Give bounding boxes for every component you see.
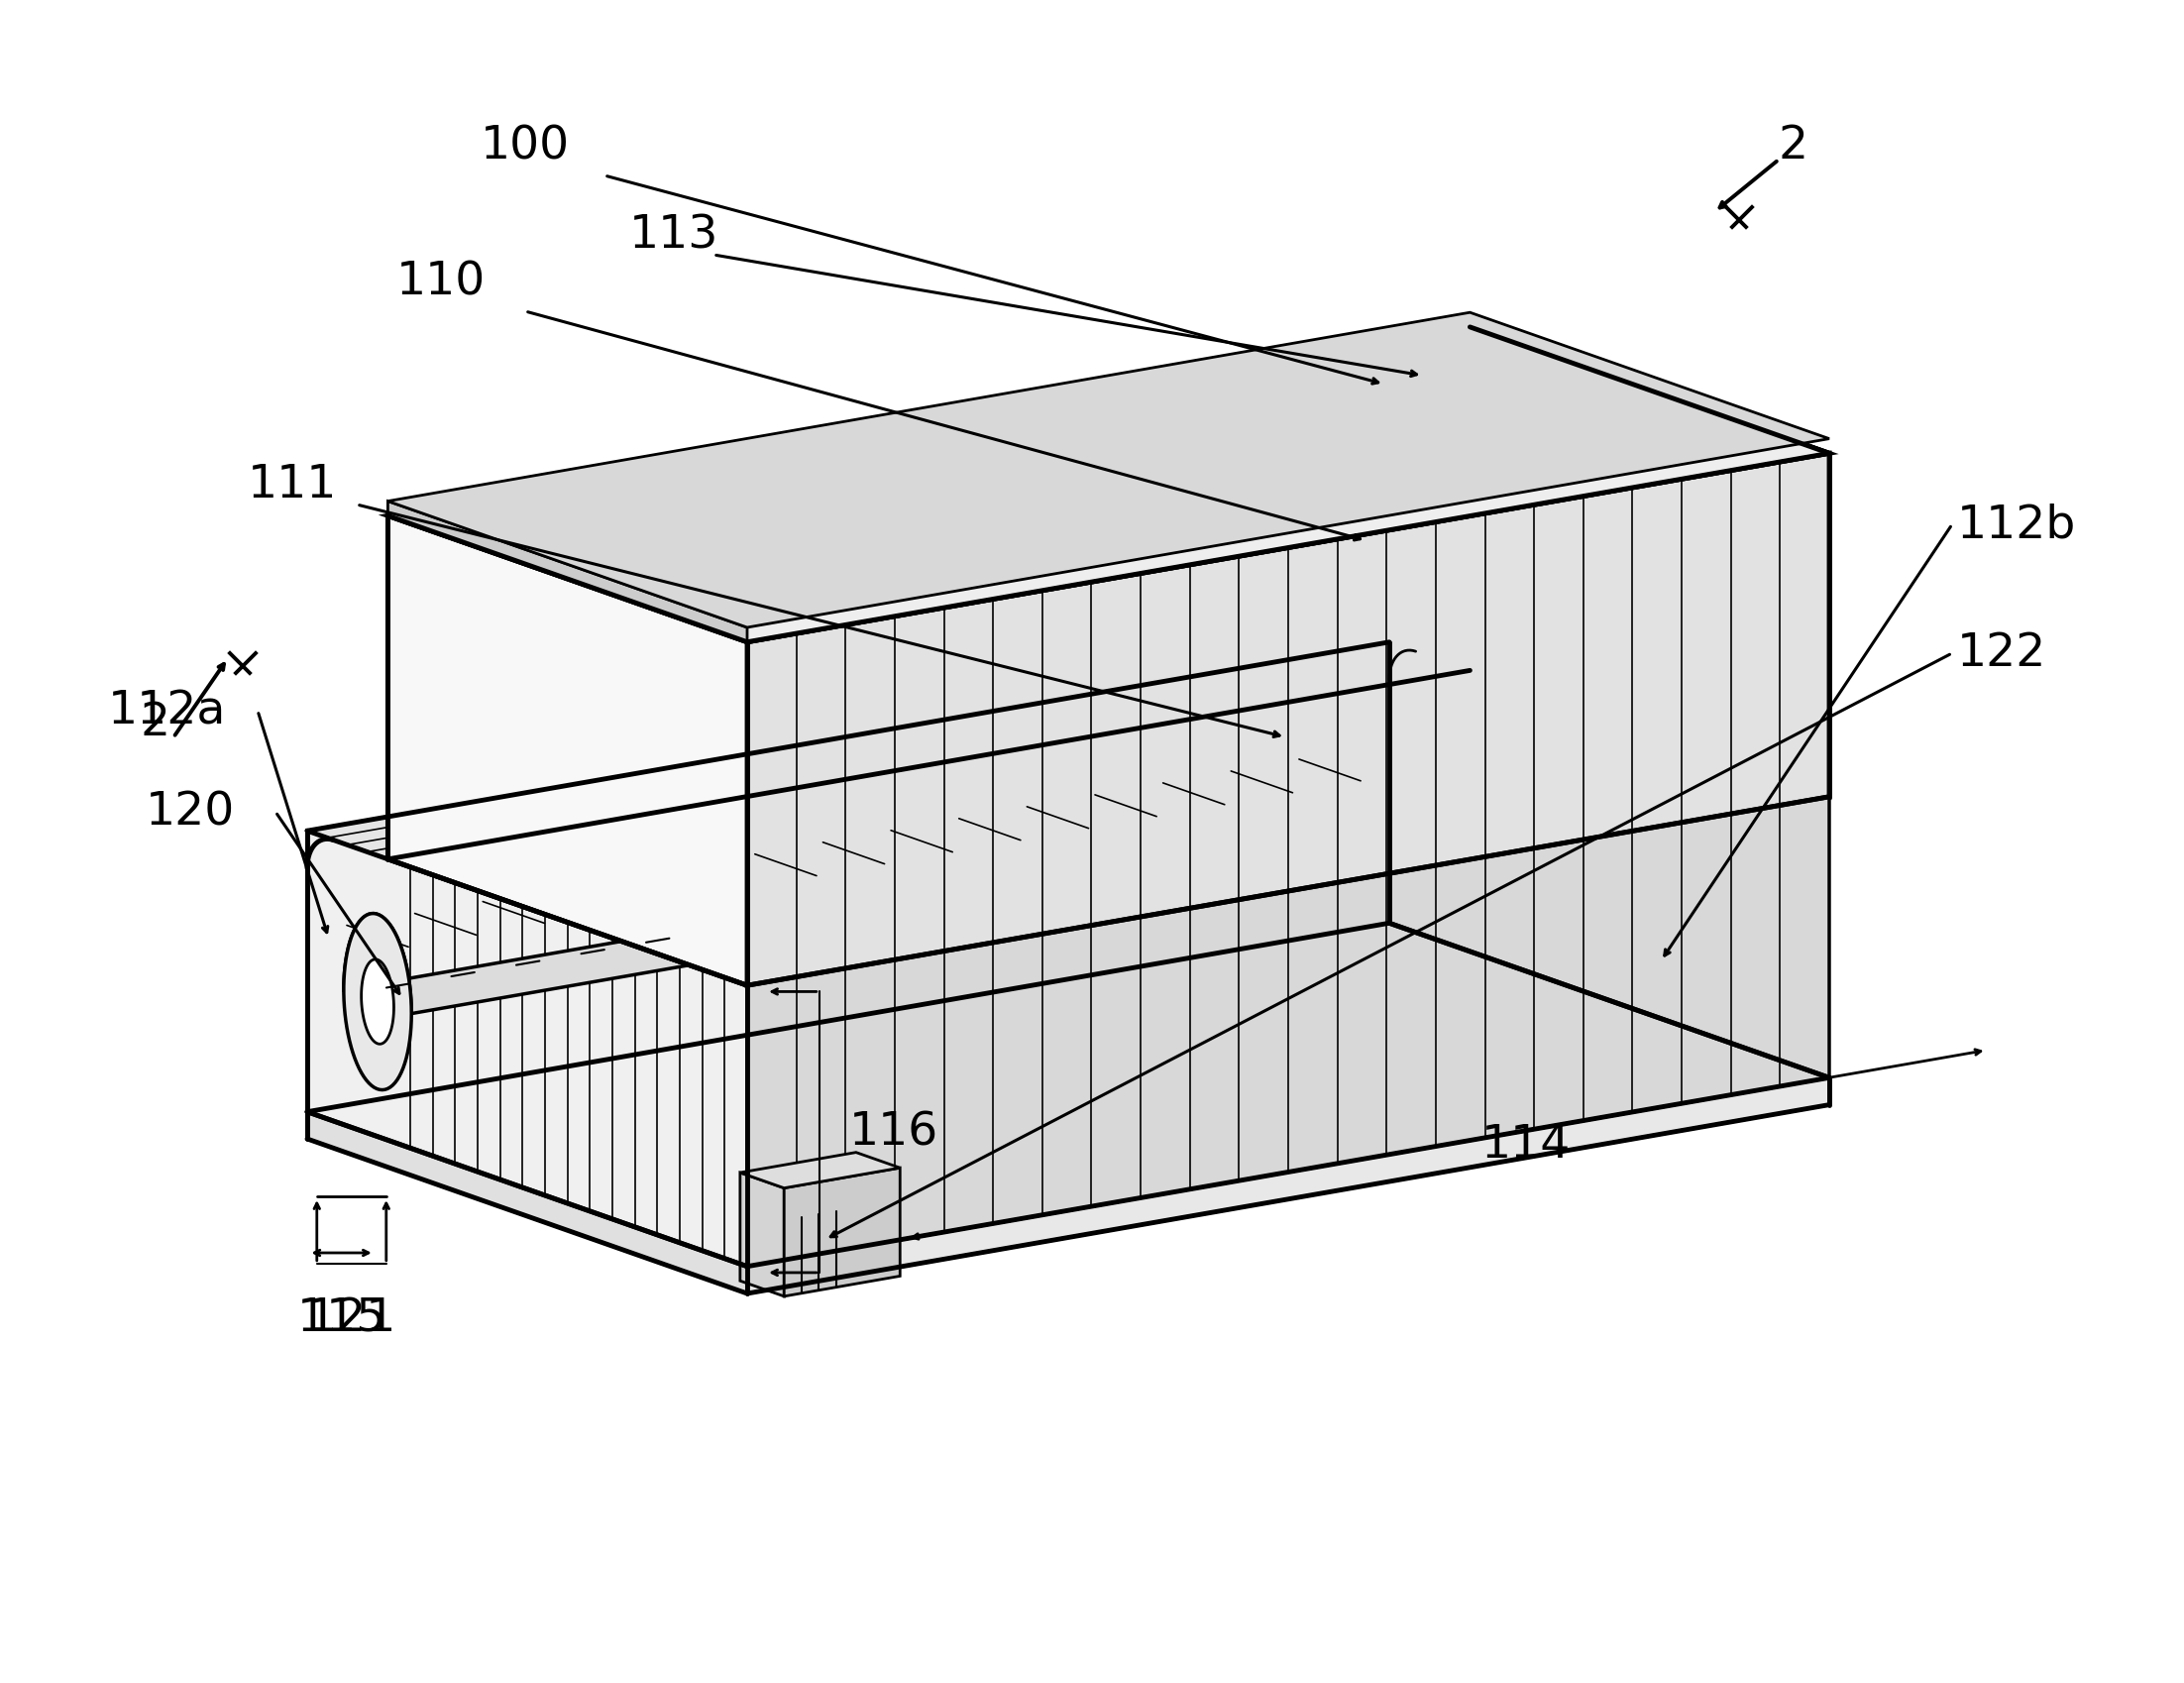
Polygon shape xyxy=(1470,328,1830,798)
Polygon shape xyxy=(389,328,1830,643)
Polygon shape xyxy=(389,502,747,643)
Polygon shape xyxy=(389,313,1830,628)
Text: 100: 100 xyxy=(480,125,570,168)
Text: 2: 2 xyxy=(140,700,170,746)
Polygon shape xyxy=(747,454,1830,986)
Polygon shape xyxy=(747,1079,1830,1294)
Polygon shape xyxy=(308,643,1830,986)
Text: 122: 122 xyxy=(1957,631,2046,677)
Polygon shape xyxy=(747,798,1830,1267)
Polygon shape xyxy=(343,914,411,1091)
Text: 121: 121 xyxy=(306,1296,395,1340)
Text: 115: 115 xyxy=(297,1296,387,1340)
Polygon shape xyxy=(389,328,1830,643)
Polygon shape xyxy=(740,1173,784,1296)
Text: 2: 2 xyxy=(1778,125,1808,168)
Polygon shape xyxy=(308,1112,747,1294)
Polygon shape xyxy=(308,924,1830,1267)
Polygon shape xyxy=(389,517,747,986)
Polygon shape xyxy=(308,831,747,1267)
Text: 116: 116 xyxy=(850,1111,939,1155)
Text: 114: 114 xyxy=(1481,1123,1570,1166)
Polygon shape xyxy=(784,1168,900,1296)
Polygon shape xyxy=(360,959,393,1045)
Text: 112a: 112a xyxy=(107,688,225,734)
Polygon shape xyxy=(343,741,1406,1013)
Text: 113: 113 xyxy=(629,214,719,257)
Polygon shape xyxy=(740,1153,900,1188)
Text: 110: 110 xyxy=(395,261,485,305)
Text: 120: 120 xyxy=(146,789,236,835)
Text: 112b: 112b xyxy=(1957,503,2077,547)
Text: 111: 111 xyxy=(247,463,336,508)
